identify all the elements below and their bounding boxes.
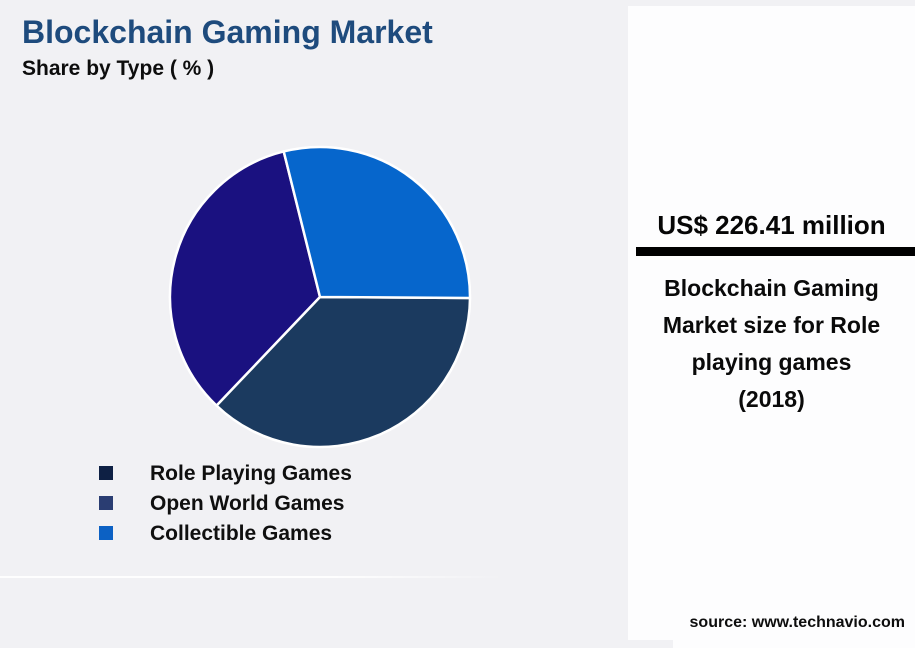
divider-bar <box>636 247 915 256</box>
stat-description-line: (2018) <box>738 386 805 412</box>
pie-slice <box>282 145 472 300</box>
pie-slice <box>215 295 472 449</box>
legend-item: Collectible Games <box>99 518 352 548</box>
legend-label: Open World Games <box>150 491 345 515</box>
legend-marker <box>99 526 113 540</box>
stat-description-line: playing games <box>691 349 852 375</box>
legend-label: Role Playing Games <box>150 461 352 485</box>
legend-item: Role Playing Games <box>99 458 352 488</box>
stat-description-line: Market size for Role <box>662 312 881 338</box>
legend-marker <box>99 496 113 510</box>
page-title: Blockchain Gaming Market <box>22 14 433 50</box>
legend-item: Open World Games <box>99 488 352 518</box>
page-subtitle: Share by Type ( % ) <box>22 57 215 80</box>
legend-marker <box>99 466 113 480</box>
stat-panel: US$ 226.41 million Blockchain Gaming Mar… <box>628 6 915 640</box>
legend-label: Collectible Games <box>150 521 333 545</box>
legend: Role Playing Games Open World Games Coll… <box>0 458 352 548</box>
stat-value: US$ 226.41 million <box>657 210 886 240</box>
chart-area-divider <box>0 576 505 578</box>
pie-slice <box>168 150 322 407</box>
pie-chart <box>168 145 472 449</box>
stat-description: Blockchain Gaming Market size for Role p… <box>636 270 907 418</box>
source-box: source: www.technavio.com <box>673 598 915 648</box>
stat-description-line: Blockchain Gaming <box>664 275 879 301</box>
source-text: source: www.technavio.com <box>689 614 905 631</box>
